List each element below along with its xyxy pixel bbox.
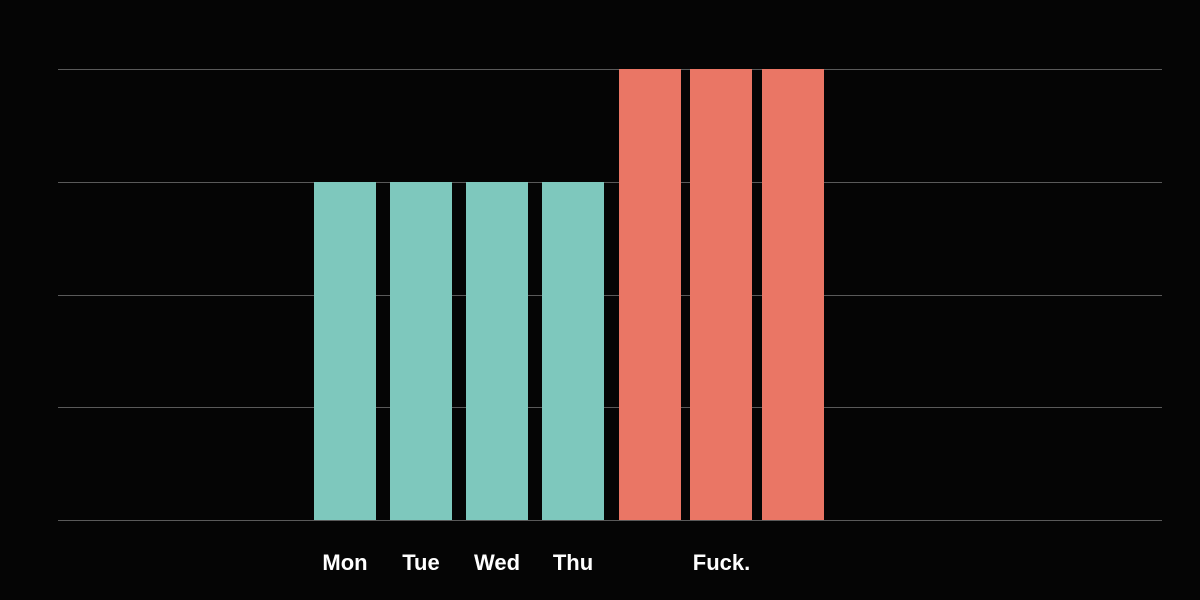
bar-0	[314, 181, 376, 520]
bar-3	[542, 181, 604, 520]
tick-label-0: Mon	[322, 550, 367, 575]
gridlines	[58, 69, 1162, 521]
bar-1	[390, 181, 452, 520]
bar-4	[619, 69, 681, 520]
tick-label-2: Wed	[474, 550, 520, 575]
x-tick-labels: Mon Tue Wed Thu Fuck.	[322, 550, 750, 575]
tick-label-1: Tue	[402, 550, 439, 575]
tick-label-3: Thu	[553, 550, 593, 575]
bar-2	[466, 181, 528, 520]
tick-label-4: Fuck.	[693, 550, 750, 575]
bar-5	[690, 69, 752, 520]
bars	[314, 69, 824, 520]
bar-6	[762, 69, 824, 520]
